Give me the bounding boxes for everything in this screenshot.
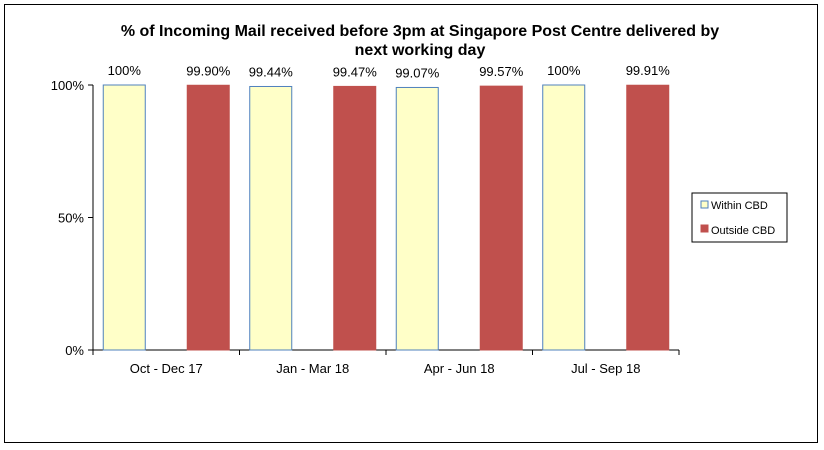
plot-area: 100% 50% 0% Oct - Dec 17 100% 99.90% Jan - Mar… [51,63,680,376]
x-tick-label: Oct - Dec 17 [130,361,203,376]
data-label: 99.07% [395,65,440,80]
bar-outside-cbd [479,85,523,351]
chart-title-line-2: next working day [355,42,486,59]
bar-within-cbd [102,84,146,351]
chart-title: % of Incoming Mail received before 3pm a… [121,23,719,59]
legend-label-within-cbd: Within CBD [711,200,768,212]
x-tick-label: Apr - Jun 18 [424,361,495,376]
bar-within-cbd [542,84,586,351]
legend-swatch-within-cbd [700,200,709,209]
legend: Within CBD Outside CBD [691,192,788,243]
data-label: 99.57% [479,64,524,79]
bar-outside-cbd [626,84,670,351]
data-label: 100% [547,63,581,78]
y-tick-label: 100% [51,78,85,93]
y-tick-label: 50% [58,211,84,226]
bar-within-cbd [249,85,293,351]
bar-outside-cbd [333,85,377,351]
data-label: 100% [108,63,142,78]
legend-swatch-outside-cbd [700,224,709,233]
chart-title-line-1: % of Incoming Mail received before 3pm a… [121,23,719,40]
data-label: 99.90% [186,63,231,78]
bar-outside-cbd [186,84,230,351]
bar-within-cbd [395,86,439,351]
data-label: 99.47% [333,64,378,79]
legend-label-outside-cbd: Outside CBD [711,225,775,237]
data-label: 99.44% [249,64,294,79]
y-tick-label: 0% [65,343,84,358]
x-tick-label: Jan - Mar 18 [276,361,349,376]
data-label: 99.91% [626,63,671,78]
x-tick-label: Jul - Sep 18 [571,361,640,376]
